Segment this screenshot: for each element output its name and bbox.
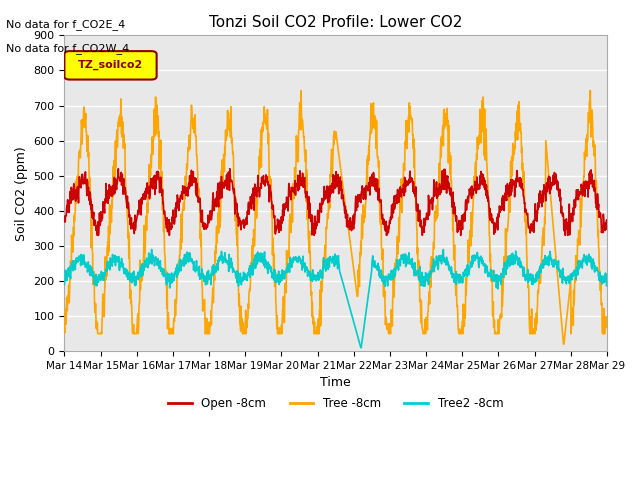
Tree2 -8cm	[312, 277, 320, 283]
Legend: Open -8cm, Tree -8cm, Tree2 -8cm: Open -8cm, Tree -8cm, Tree2 -8cm	[163, 392, 508, 415]
Text: No data for f_CO2W_4: No data for f_CO2W_4	[6, 43, 130, 54]
Tree -8cm	[125, 229, 132, 235]
Open -8cm	[370, 175, 378, 180]
Y-axis label: Soil CO2 (ppm): Soil CO2 (ppm)	[15, 146, 28, 240]
Open -8cm	[115, 166, 122, 171]
Open -8cm	[93, 232, 101, 238]
Title: Tonzi Soil CO2 Profile: Lower CO2: Tonzi Soil CO2 Profile: Lower CO2	[209, 15, 462, 30]
Tree -8cm	[291, 165, 298, 171]
Open -8cm	[291, 192, 299, 197]
Tree2 -8cm	[148, 247, 156, 252]
Open -8cm	[312, 219, 320, 225]
X-axis label: Time: Time	[320, 376, 351, 389]
Tree -8cm	[312, 329, 319, 335]
Line: Tree -8cm: Tree -8cm	[65, 91, 607, 344]
Open -8cm	[61, 214, 68, 219]
Tree2 -8cm	[61, 282, 68, 288]
Tree -8cm	[102, 266, 110, 272]
Tree -8cm	[559, 341, 567, 347]
Tree -8cm	[603, 324, 611, 330]
FancyBboxPatch shape	[65, 51, 157, 80]
Tree2 -8cm	[357, 345, 365, 350]
Tree2 -8cm	[370, 259, 378, 265]
Tree2 -8cm	[125, 274, 132, 279]
Line: Tree2 -8cm: Tree2 -8cm	[65, 250, 607, 348]
Tree -8cm	[302, 147, 310, 153]
Tree -8cm	[369, 103, 377, 108]
Tree2 -8cm	[291, 254, 299, 260]
Tree2 -8cm	[102, 267, 110, 273]
Open -8cm	[125, 214, 133, 220]
Line: Open -8cm: Open -8cm	[65, 168, 607, 235]
Tree2 -8cm	[603, 279, 611, 285]
Tree -8cm	[61, 325, 68, 331]
Open -8cm	[303, 190, 310, 195]
Tree -8cm	[586, 88, 594, 94]
Tree2 -8cm	[302, 267, 310, 273]
Text: TZ_soilco2: TZ_soilco2	[78, 60, 143, 71]
Open -8cm	[103, 200, 111, 205]
Text: No data for f_CO2E_4: No data for f_CO2E_4	[6, 19, 125, 30]
Open -8cm	[603, 218, 611, 224]
